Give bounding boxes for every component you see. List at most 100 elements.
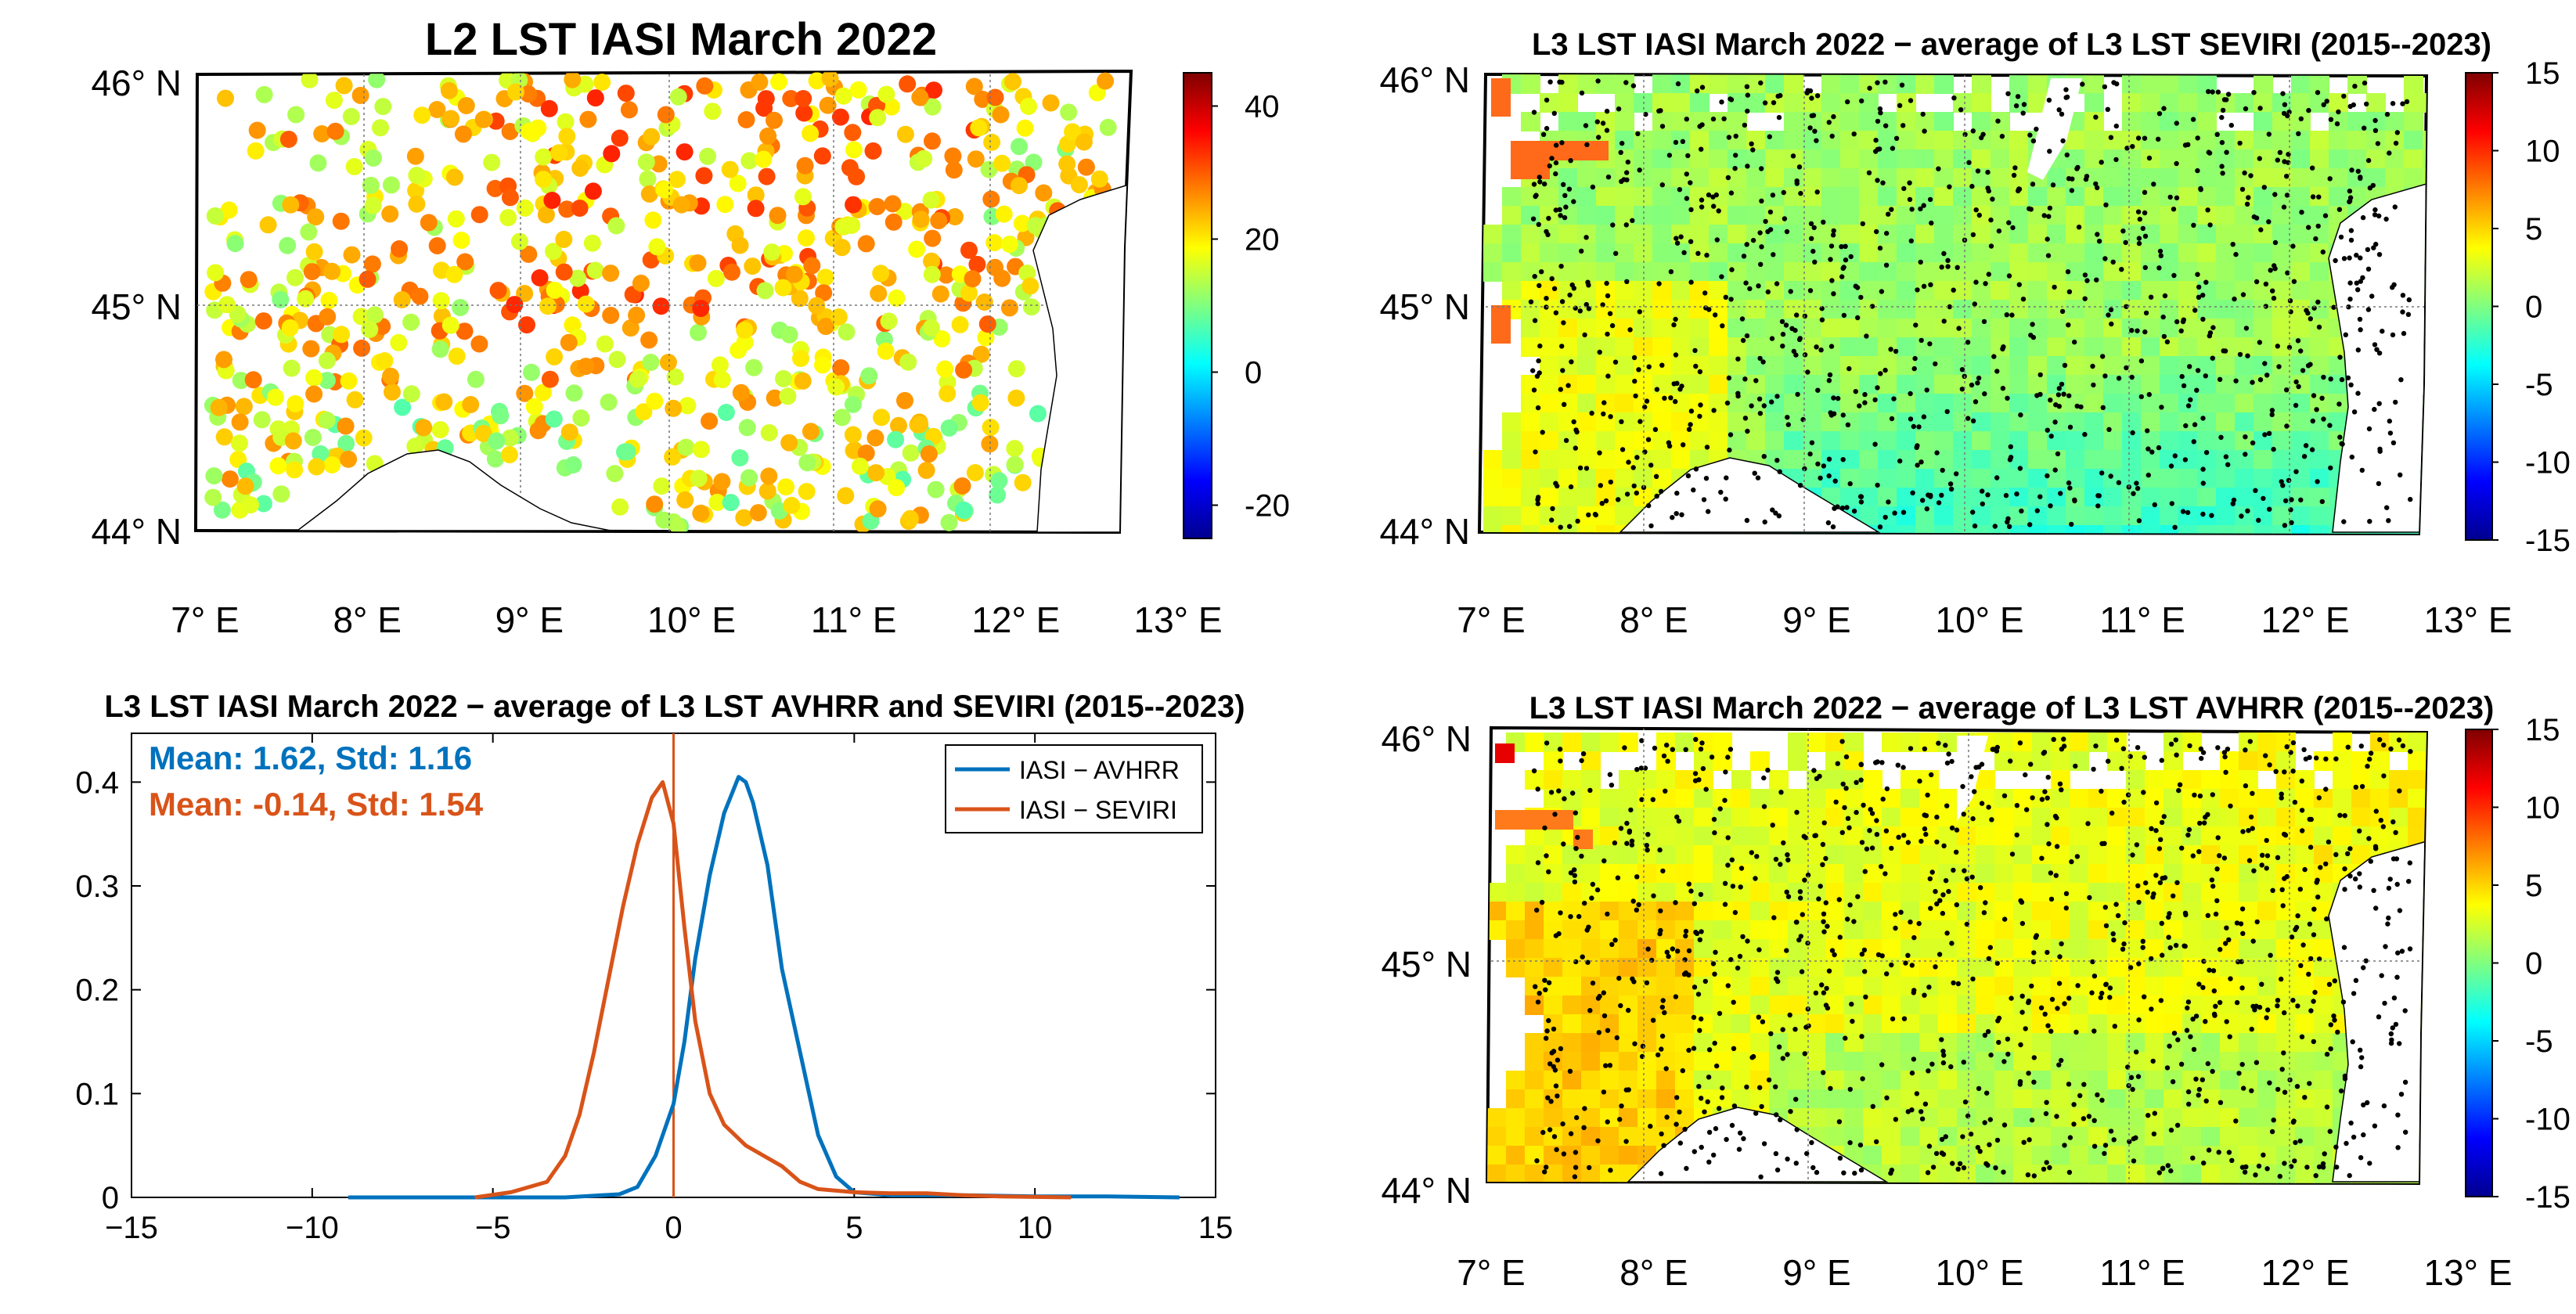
lst-dot <box>985 234 1003 252</box>
station-dot <box>2185 1089 2192 1095</box>
station-dot <box>2200 293 2206 298</box>
station-dot <box>2299 1034 2305 1040</box>
lst-diff-cell <box>2254 450 2273 470</box>
station-dot <box>1584 142 1590 148</box>
station-dot <box>1648 523 1654 529</box>
station-dot <box>2210 968 2217 974</box>
station-dot <box>1674 240 1681 246</box>
lst-diff-cell <box>2235 394 2254 413</box>
station-dot <box>1633 393 1638 399</box>
station-dot <box>1552 812 1558 817</box>
lst-dot <box>284 432 302 450</box>
lst-diff-cell <box>2013 1146 2033 1165</box>
lst-diff-cell <box>1765 149 1785 169</box>
lst-diff-cell <box>1619 733 1638 752</box>
station-dot <box>1675 81 1681 87</box>
station-dot <box>1543 987 1548 992</box>
lst-diff-cell-warm <box>1589 141 1609 160</box>
lst-dot <box>783 496 801 514</box>
station-dot <box>1910 490 1915 495</box>
lst-diff-cell <box>1652 225 1672 244</box>
station-dot <box>2200 316 2206 322</box>
lst-diff-cell <box>1525 1089 1544 1109</box>
station-dot <box>2074 166 2080 171</box>
lst-diff-cell <box>1577 525 1597 534</box>
lst-diff-cell <box>2385 131 2405 150</box>
panel-seviri-diff-map: L3 LST IASI March 2022 − average of L3 L… <box>1379 27 2570 640</box>
station-dot <box>2293 402 2299 409</box>
lst-diff-cell <box>2291 168 2311 188</box>
station-dot <box>2001 344 2006 350</box>
station-dot <box>2282 1161 2287 1166</box>
lst-diff-cell <box>1900 770 1920 790</box>
station-dot <box>1572 867 1577 873</box>
station-dot <box>2303 443 2309 448</box>
lst-diff-cell <box>1953 431 1973 451</box>
lst-diff-cell <box>1934 431 1954 451</box>
lst-diff-cell <box>1656 883 1676 902</box>
lst-dot <box>376 352 394 369</box>
station-dot <box>2047 205 2053 211</box>
station-dot <box>2386 915 2391 921</box>
lst-diff-cell <box>1784 394 1803 413</box>
lst-diff-cell-warm <box>1491 305 1511 325</box>
station-dot <box>2091 1118 2097 1124</box>
lst-diff-cell <box>2257 826 2277 846</box>
station-dot <box>1558 1046 1564 1052</box>
station-dot <box>1569 359 1574 365</box>
station-dot <box>1797 483 1803 488</box>
lst-diff-cell <box>2235 469 2254 488</box>
lst-diff-cell <box>1765 375 1785 394</box>
station-dot <box>1662 395 1667 401</box>
lst-diff-cell <box>2310 506 2329 526</box>
lst-diff-cell <box>1878 412 1897 432</box>
lst-dot <box>899 353 917 371</box>
station-dot <box>2315 299 2321 305</box>
station-dot <box>2383 944 2388 949</box>
lst-diff-cell <box>1934 394 1954 413</box>
lst-dot <box>486 450 504 468</box>
station-dot <box>1773 1084 1778 1089</box>
station-dot <box>1975 380 1980 386</box>
station-dot <box>1985 169 1991 175</box>
station-dot <box>1778 92 1783 99</box>
lst-diff-cell <box>2220 1071 2239 1090</box>
lst-diff-cell <box>2141 488 2160 507</box>
station-dot <box>1616 497 1621 502</box>
station-dot <box>2059 111 2065 117</box>
station-dot <box>2372 1123 2378 1129</box>
legend-avhrr-label: IASI − AVHRR <box>1019 756 1180 784</box>
station-dot <box>1598 483 1603 488</box>
station-dot <box>2362 80 2368 86</box>
station-dot <box>2198 185 2203 192</box>
station-dot <box>2251 214 2257 220</box>
lst-diff-cell <box>1994 977 2014 996</box>
station-dot <box>2215 89 2221 95</box>
station-dot <box>1831 291 1836 297</box>
station-dot <box>2135 745 2141 751</box>
lst-diff-cell <box>1897 525 1916 534</box>
y-tick-label: 0.4 <box>75 765 119 800</box>
lst-diff-cell <box>1675 845 1695 865</box>
lst-dot <box>713 473 731 491</box>
lst-diff-cell <box>2160 412 2179 432</box>
station-dot <box>1561 182 1566 187</box>
station-dot <box>2023 772 2028 778</box>
lst-diff-cell <box>2314 939 2333 959</box>
station-dot <box>1785 1052 1790 1057</box>
station-dot <box>1840 412 1846 418</box>
lst-diff-cell <box>1615 131 1634 150</box>
station-dot <box>2219 139 2225 146</box>
seviri-stats-annotation: Mean: -0.14, Std: 1.54 <box>149 786 484 823</box>
lst-diff-cell <box>2070 920 2089 940</box>
lst-diff-cell <box>1656 1014 1676 1034</box>
station-dot <box>1807 288 1814 293</box>
station-dot <box>2191 1046 2197 1053</box>
lst-diff-cell <box>1728 187 1747 207</box>
station-dot <box>2017 740 2023 746</box>
lst-diff-cell <box>2257 1071 2277 1090</box>
station-dot <box>1642 404 1648 410</box>
lst-diff-cell <box>1637 1127 1657 1147</box>
lst-diff-cell <box>2423 469 2426 488</box>
